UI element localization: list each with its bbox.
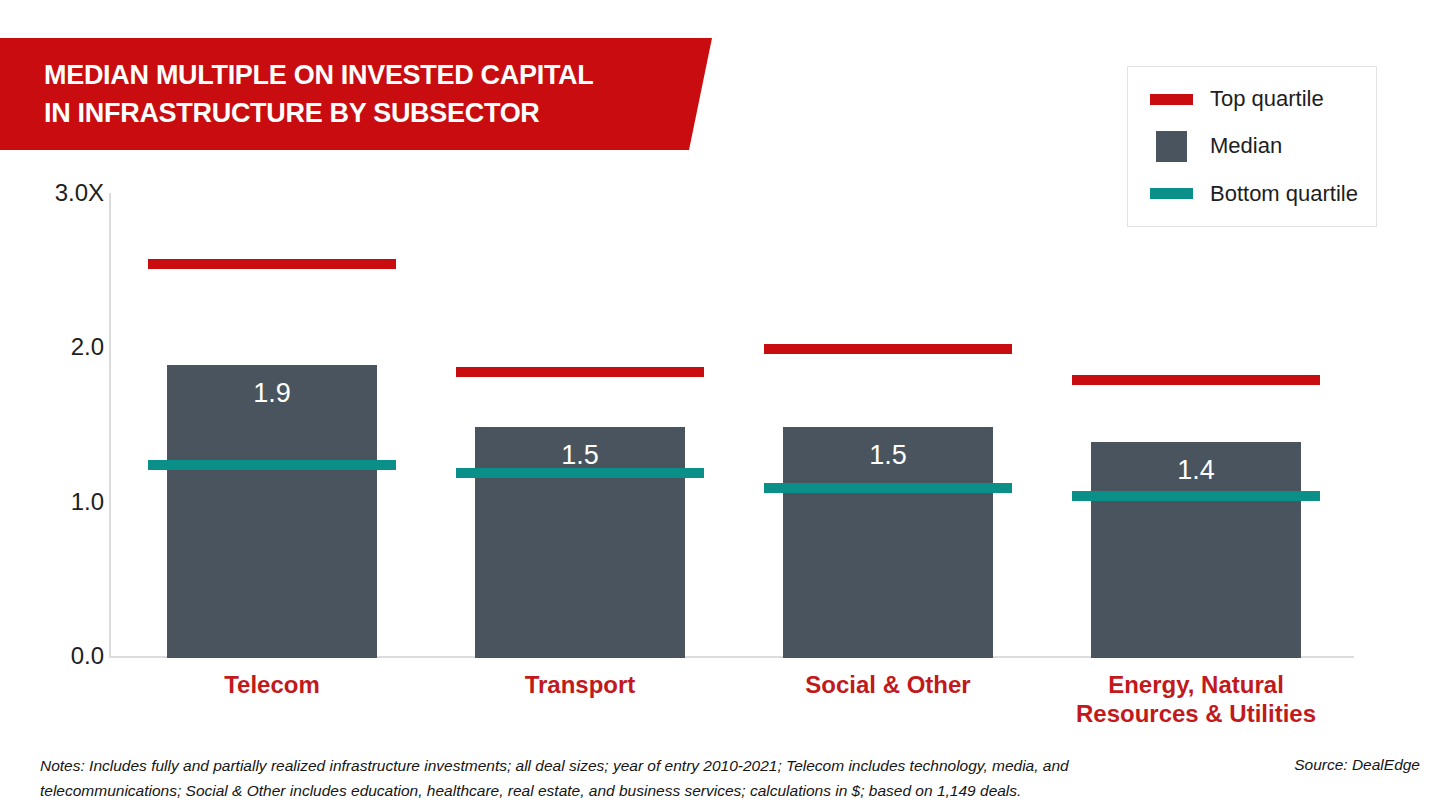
category-label: Telecom [147,670,397,699]
legend-item-bottom-quartile: Bottom quartile [1150,181,1376,207]
bottom-quartile-line-icon [1150,188,1193,199]
median-square-icon [1150,131,1193,162]
median-bar: 1.9 [167,365,377,658]
bottom-quartile-marker [148,460,396,470]
chart-page: MEDIAN MULTIPLE ON INVESTED CAPITAL IN I… [0,0,1440,810]
page-title-line2: IN INFRASTRUCTURE BY SUBSECTOR [44,94,712,132]
y-tick-label: 2.0 [28,333,104,361]
legend-label: Median [1210,133,1282,159]
legend-label: Top quartile [1210,86,1324,112]
page-title-line1: MEDIAN MULTIPLE ON INVESTED CAPITAL [44,56,712,94]
top-quartile-marker [148,259,396,269]
y-tick-label: 3.0X [28,179,104,207]
legend-item-median: Median [1150,131,1376,162]
bottom-quartile-marker [764,483,1012,493]
top-quartile-line-icon [1150,94,1193,105]
y-tick-label: 0.0 [28,642,104,670]
category-label: Transport [455,670,705,699]
source-credit: Source: DealEdge [1294,756,1420,774]
bar-value-label: 1.4 [1091,455,1301,486]
category-label: Social & Other [763,670,1013,699]
bar-value-label: 1.9 [167,378,377,409]
legend: Top quartile Median Bottom quartile [1127,66,1377,227]
median-bar: 1.5 [783,427,993,658]
bar-value-label: 1.5 [783,440,993,471]
legend-item-top-quartile: Top quartile [1150,86,1376,112]
title-banner: MEDIAN MULTIPLE ON INVESTED CAPITAL IN I… [0,38,712,150]
y-axis [109,193,111,658]
y-tick-label: 1.0 [28,488,104,516]
bottom-quartile-marker [1072,491,1320,501]
median-bar: 1.5 [475,427,685,658]
legend-label: Bottom quartile [1210,181,1358,207]
bottom-quartile-marker [456,468,704,478]
category-label: Energy, Natural Resources & Utilities [1071,670,1321,728]
top-quartile-marker [764,344,1012,354]
footnotes: Notes: Includes fully and partially real… [40,753,1080,803]
top-quartile-marker [456,367,704,377]
top-quartile-marker [1072,375,1320,385]
bar-value-label: 1.5 [475,440,685,471]
median-bar: 1.4 [1091,442,1301,658]
